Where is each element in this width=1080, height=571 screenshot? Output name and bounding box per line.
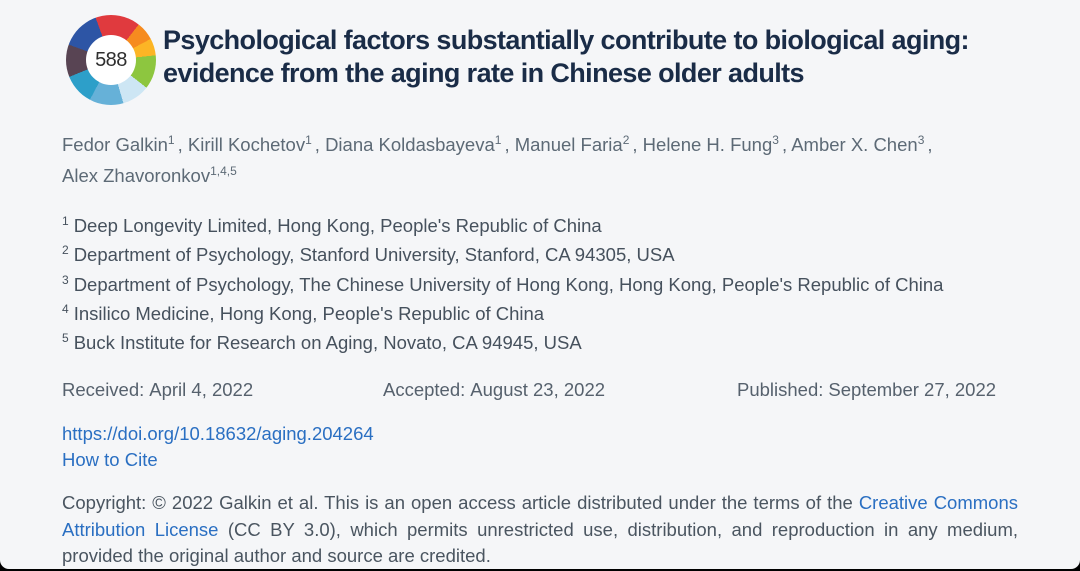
author-separator: , [927, 134, 933, 156]
author-name: Alex Zhavoronkov [62, 165, 211, 187]
author-name: Manuel Faria [514, 134, 623, 156]
creative-commons-license-link[interactable]: Creative Commons Attribution License [62, 492, 1018, 540]
affiliation-number: 2 [62, 243, 69, 258]
author-affiliation-sup: 3 [772, 133, 779, 147]
affiliation-item: 3 Department of Psychology, The Chinese U… [62, 268, 1018, 297]
published-date: Published: September 27, 2022 [737, 379, 996, 401]
article-header: 588 Psychological factors substantially … [66, 0, 1018, 105]
published-value: September 27, 2022 [828, 379, 997, 401]
accepted-value: August 23, 2022 [470, 379, 606, 401]
author: Helene H. Fung3, [642, 133, 788, 156]
affiliation-text: Buck Institute for Research on Aging, No… [73, 332, 582, 354]
affiliation-item: 4 Insilico Medicine, Hong Kong, People's … [62, 297, 1018, 326]
article-dates-row: Received: April 4, 2022 Accepted: August 2… [62, 379, 1018, 401]
affiliation-text: Insilico Medicine, Hong Kong, People's R… [73, 302, 545, 324]
author-affiliation-sup: 2 [622, 133, 630, 147]
author-affiliation-sup: 1 [305, 133, 312, 147]
article-links: https://doi.org/10.18632/aging.204264 Ho… [62, 421, 1018, 473]
author-name: Amber X. Chen [791, 134, 918, 156]
author-name: Helene H. Fung [642, 134, 773, 156]
affiliation-list: 1 Deep Longevity Limited, Hong Kong, Peop… [62, 209, 1018, 355]
author-affiliation-sup: 3 [917, 133, 925, 147]
how-to-cite-link[interactable]: How to Cite [62, 449, 158, 471]
affiliation-number: 4 [62, 301, 69, 316]
copyright-text-after: (CC BY 3.0), which permits unrestricted … [62, 518, 1018, 567]
received-date: Received: April 4, 2022 [62, 379, 383, 401]
altmetric-score: 588 [95, 48, 127, 71]
published-label: Published: [737, 379, 824, 401]
affiliation-text: Department of Psychology, Stanford Unive… [73, 244, 675, 266]
author-separator: , [781, 134, 788, 156]
author-affiliation-sup: 1 [494, 133, 502, 147]
author-name: Kirill Kochetov [187, 134, 306, 156]
affiliation-item: 1 Deep Longevity Limited, Hong Kong, Peop… [62, 209, 1018, 238]
altmetric-donut-badge[interactable]: 588 [66, 15, 156, 105]
doi-link[interactable]: https://doi.org/10.18632/aging.204264 [62, 423, 374, 445]
author-name: Fedor Galkin [62, 134, 168, 156]
affiliation-item: 5 Buck Institute for Research on Aging, N… [62, 326, 1018, 355]
copyright-notice: Copyright: © 2022 Galkin et al. This is … [62, 490, 1018, 569]
altmetric-badge-center: 588 [86, 35, 136, 85]
received-value: April 4, 2022 [149, 379, 254, 401]
affiliation-text: Deep Longevity Limited, Hong Kong, Peopl… [73, 215, 602, 237]
author-separator: , [177, 134, 183, 156]
author: Diana Koldasbayeva1, [325, 133, 510, 156]
article-title: Psychological factors substantially cont… [163, 25, 970, 88]
affiliation-item: 2 Department of Psychology, Stanford Univ… [62, 238, 1018, 267]
author-separator: , [632, 134, 638, 156]
author-separator: , [504, 134, 510, 156]
accepted-label: Accepted: [383, 379, 466, 401]
affiliation-text: Department of Psychology, The Chinese Un… [73, 273, 944, 295]
affiliation-number: 3 [62, 272, 69, 287]
author-affiliation-sup: 1 [167, 133, 175, 147]
author-list: Fedor Galkin1, Kirill Kochetov1, Diana K… [62, 127, 1018, 189]
author: Kirill Kochetov1, [187, 133, 320, 156]
author-affiliation-sup: 1,4,5 [210, 164, 237, 179]
author-name: Diana Koldasbayeva [325, 134, 495, 156]
received-label: Received: [62, 379, 145, 401]
accepted-date: Accepted: August 23, 2022 [383, 379, 737, 401]
author: Alex Zhavoronkov1,4,5 [62, 164, 237, 187]
author-separator: , [314, 134, 320, 156]
author: Amber X. Chen3, [791, 133, 933, 156]
author: Fedor Galkin1, [62, 133, 183, 156]
affiliation-number: 1 [62, 214, 69, 229]
copyright-text-before: Copyright: © 2022 Galkin et al. This is … [62, 492, 859, 514]
affiliation-number: 5 [62, 330, 69, 345]
author: Manuel Faria2, [514, 133, 638, 156]
